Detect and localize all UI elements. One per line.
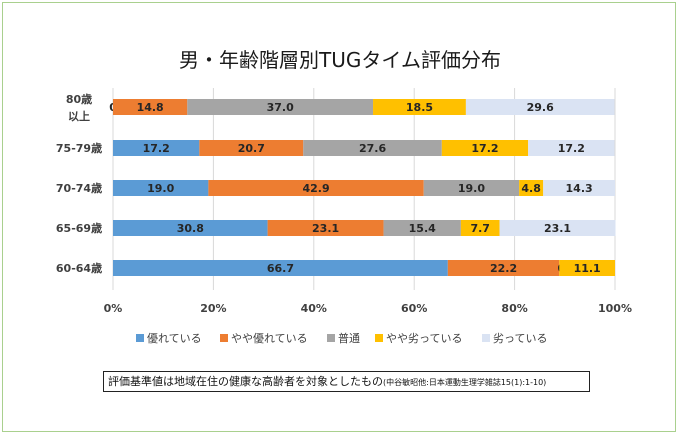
bar-segment [303,140,442,156]
x-tick-label: 20% [200,302,226,315]
footnote-source: (中谷敏昭他:日本運動生理学雑誌15(1):1-10) [383,378,547,387]
bar-segment [199,140,304,156]
x-tick-label: 0% [104,302,123,315]
bar-segment [441,140,529,156]
bar-segment [113,140,200,156]
bar-segment [373,99,466,115]
bar-segment [113,220,268,236]
legend-swatch [136,334,144,342]
data-label: 4.8 [521,182,541,195]
data-label: 22.2 [490,262,517,275]
bar-segment [460,220,500,236]
data-label: 30.8 [177,222,204,235]
legend-label: 劣っている [493,331,547,345]
data-label: 11.1 [574,262,601,275]
bar-segment [267,220,384,236]
legend-label: 優れている [147,332,202,345]
data-label: 17.2 [143,142,170,155]
data-label: 19.0 [147,182,174,195]
legend-label: 普通 [338,331,360,345]
legend-swatch [375,334,383,342]
data-label: 14.8 [137,101,164,114]
bar-segment [465,99,615,115]
category-label: 80歳 [66,92,92,106]
category-label: 60-64歳 [56,261,102,275]
category-label: 65-69歳 [56,221,102,235]
data-label: 66.7 [267,262,294,275]
bar-segment [423,180,520,196]
data-label: 42.9 [302,182,329,195]
data-label: 20.7 [238,142,265,155]
data-label: 18.5 [406,101,433,114]
data-label: 27.6 [359,142,386,155]
data-label: 7.7 [470,222,490,235]
category-label: 70-74歳 [56,181,102,195]
bar-segment [383,220,461,236]
chart-frame [2,2,676,432]
data-label: 17.2 [558,142,585,155]
category-label: 以上 [68,109,90,123]
legend-label: やや劣っている [386,331,462,345]
data-label: 14.3 [566,182,593,195]
legend-label: やや優れている [231,332,308,345]
legend-swatch [220,334,228,342]
legend-swatch [327,334,335,342]
data-label: 37.0 [267,101,294,114]
category-label: 75-79歳 [56,141,102,155]
bar-segment [499,220,616,236]
bar-segment [113,99,188,115]
x-tick-label: 60% [401,302,427,315]
footnote-box: 評価基準値は地域在住の健康な高齢者を対象としたもの(中谷敏昭他:日本運動生理学雑… [103,371,590,392]
legend-swatch [482,334,490,342]
data-label: 15.4 [409,222,436,235]
data-label: 29.6 [527,101,554,114]
bar-segment [528,140,615,156]
bar-segment [447,260,560,276]
data-label: 23.1 [312,222,339,235]
data-label: 17.2 [471,142,498,155]
x-tick-label: 40% [301,302,327,315]
data-label: 19.0 [458,182,485,195]
bar-segment [208,180,424,196]
x-tick-label: 80% [501,302,527,315]
bar-segment [543,180,615,196]
bar-segment [519,180,544,196]
chart-title: 男・年齢階層別TUGタイム評価分布 [179,48,501,72]
data-label: 23.1 [544,222,571,235]
bar-segment [187,99,374,115]
bar-segment [559,260,615,276]
x-tick-label: 100% [598,302,632,315]
footnote-main: 評価基準値は地域在住の健康な高齢者を対象としたもの [108,375,383,388]
bar-segment [113,180,209,196]
bar-segment [113,260,448,276]
